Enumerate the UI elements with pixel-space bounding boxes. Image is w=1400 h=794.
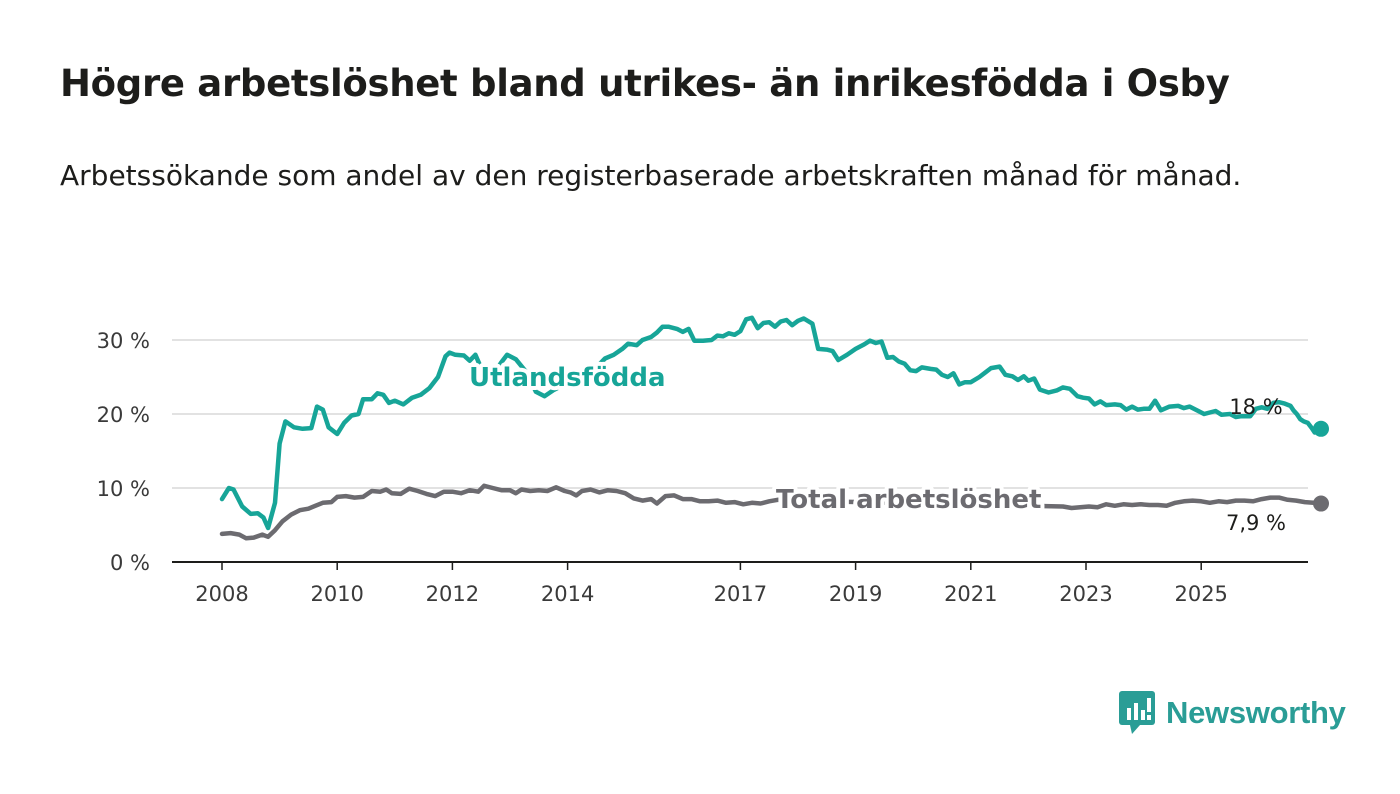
y-tick-label: 30 % [97,329,150,353]
chart-title: Högre arbetslöshet bland utrikes- än inr… [60,62,1230,105]
series-label-utlandsfodda: Utlandsfödda [469,363,666,393]
x-tick-label: 2012 [426,582,479,606]
x-tick-label: 2019 [829,582,882,606]
newsworthy-logo: Newsworthy [1118,690,1346,736]
x-tick-label: 2023 [1059,582,1112,606]
end-label-utlandsfodda: 18 % [1229,395,1282,419]
x-tick-label: 2025 [1174,582,1227,606]
x-axis: 2008 2010 2012 2014 2017 2019 2021 2023 2025 [172,561,1308,606]
x-tick-label: 2021 [944,582,997,606]
y-gridlines [172,339,1308,489]
x-tick-label: 2008 [195,582,248,606]
x-tick-label: 2014 [541,582,594,606]
y-tick-label: 0 % [110,551,150,575]
series-line-utlandsfodda [219,315,1324,531]
y-tick-label: 20 % [97,403,150,427]
series-line-total [219,483,1324,541]
series-label-utlandsfodda-halo: Utlandsfödda [469,363,666,393]
series-label-total: Total arbetslöshet [776,485,1041,515]
y-axis-tick-labels: 0 % 10 % 20 % 30 % [97,329,150,575]
chart-subtitle: Arbetssökande som andel av den registerb… [60,159,1242,192]
newsworthy-logo-text: Newsworthy [1166,695,1346,730]
y-tick-label: 10 % [97,477,150,501]
x-tick-label: 2017 [714,582,767,606]
end-label-total: 7,9 % [1226,511,1286,535]
series-end-marker [1313,495,1330,512]
series-end-marker [1313,420,1330,437]
series-lines [219,315,1330,541]
newsworthy-logo-icon [1119,691,1155,734]
x-tick-label: 2010 [310,582,363,606]
series-label-total-halo: Total arbetslöshet [776,485,1041,515]
